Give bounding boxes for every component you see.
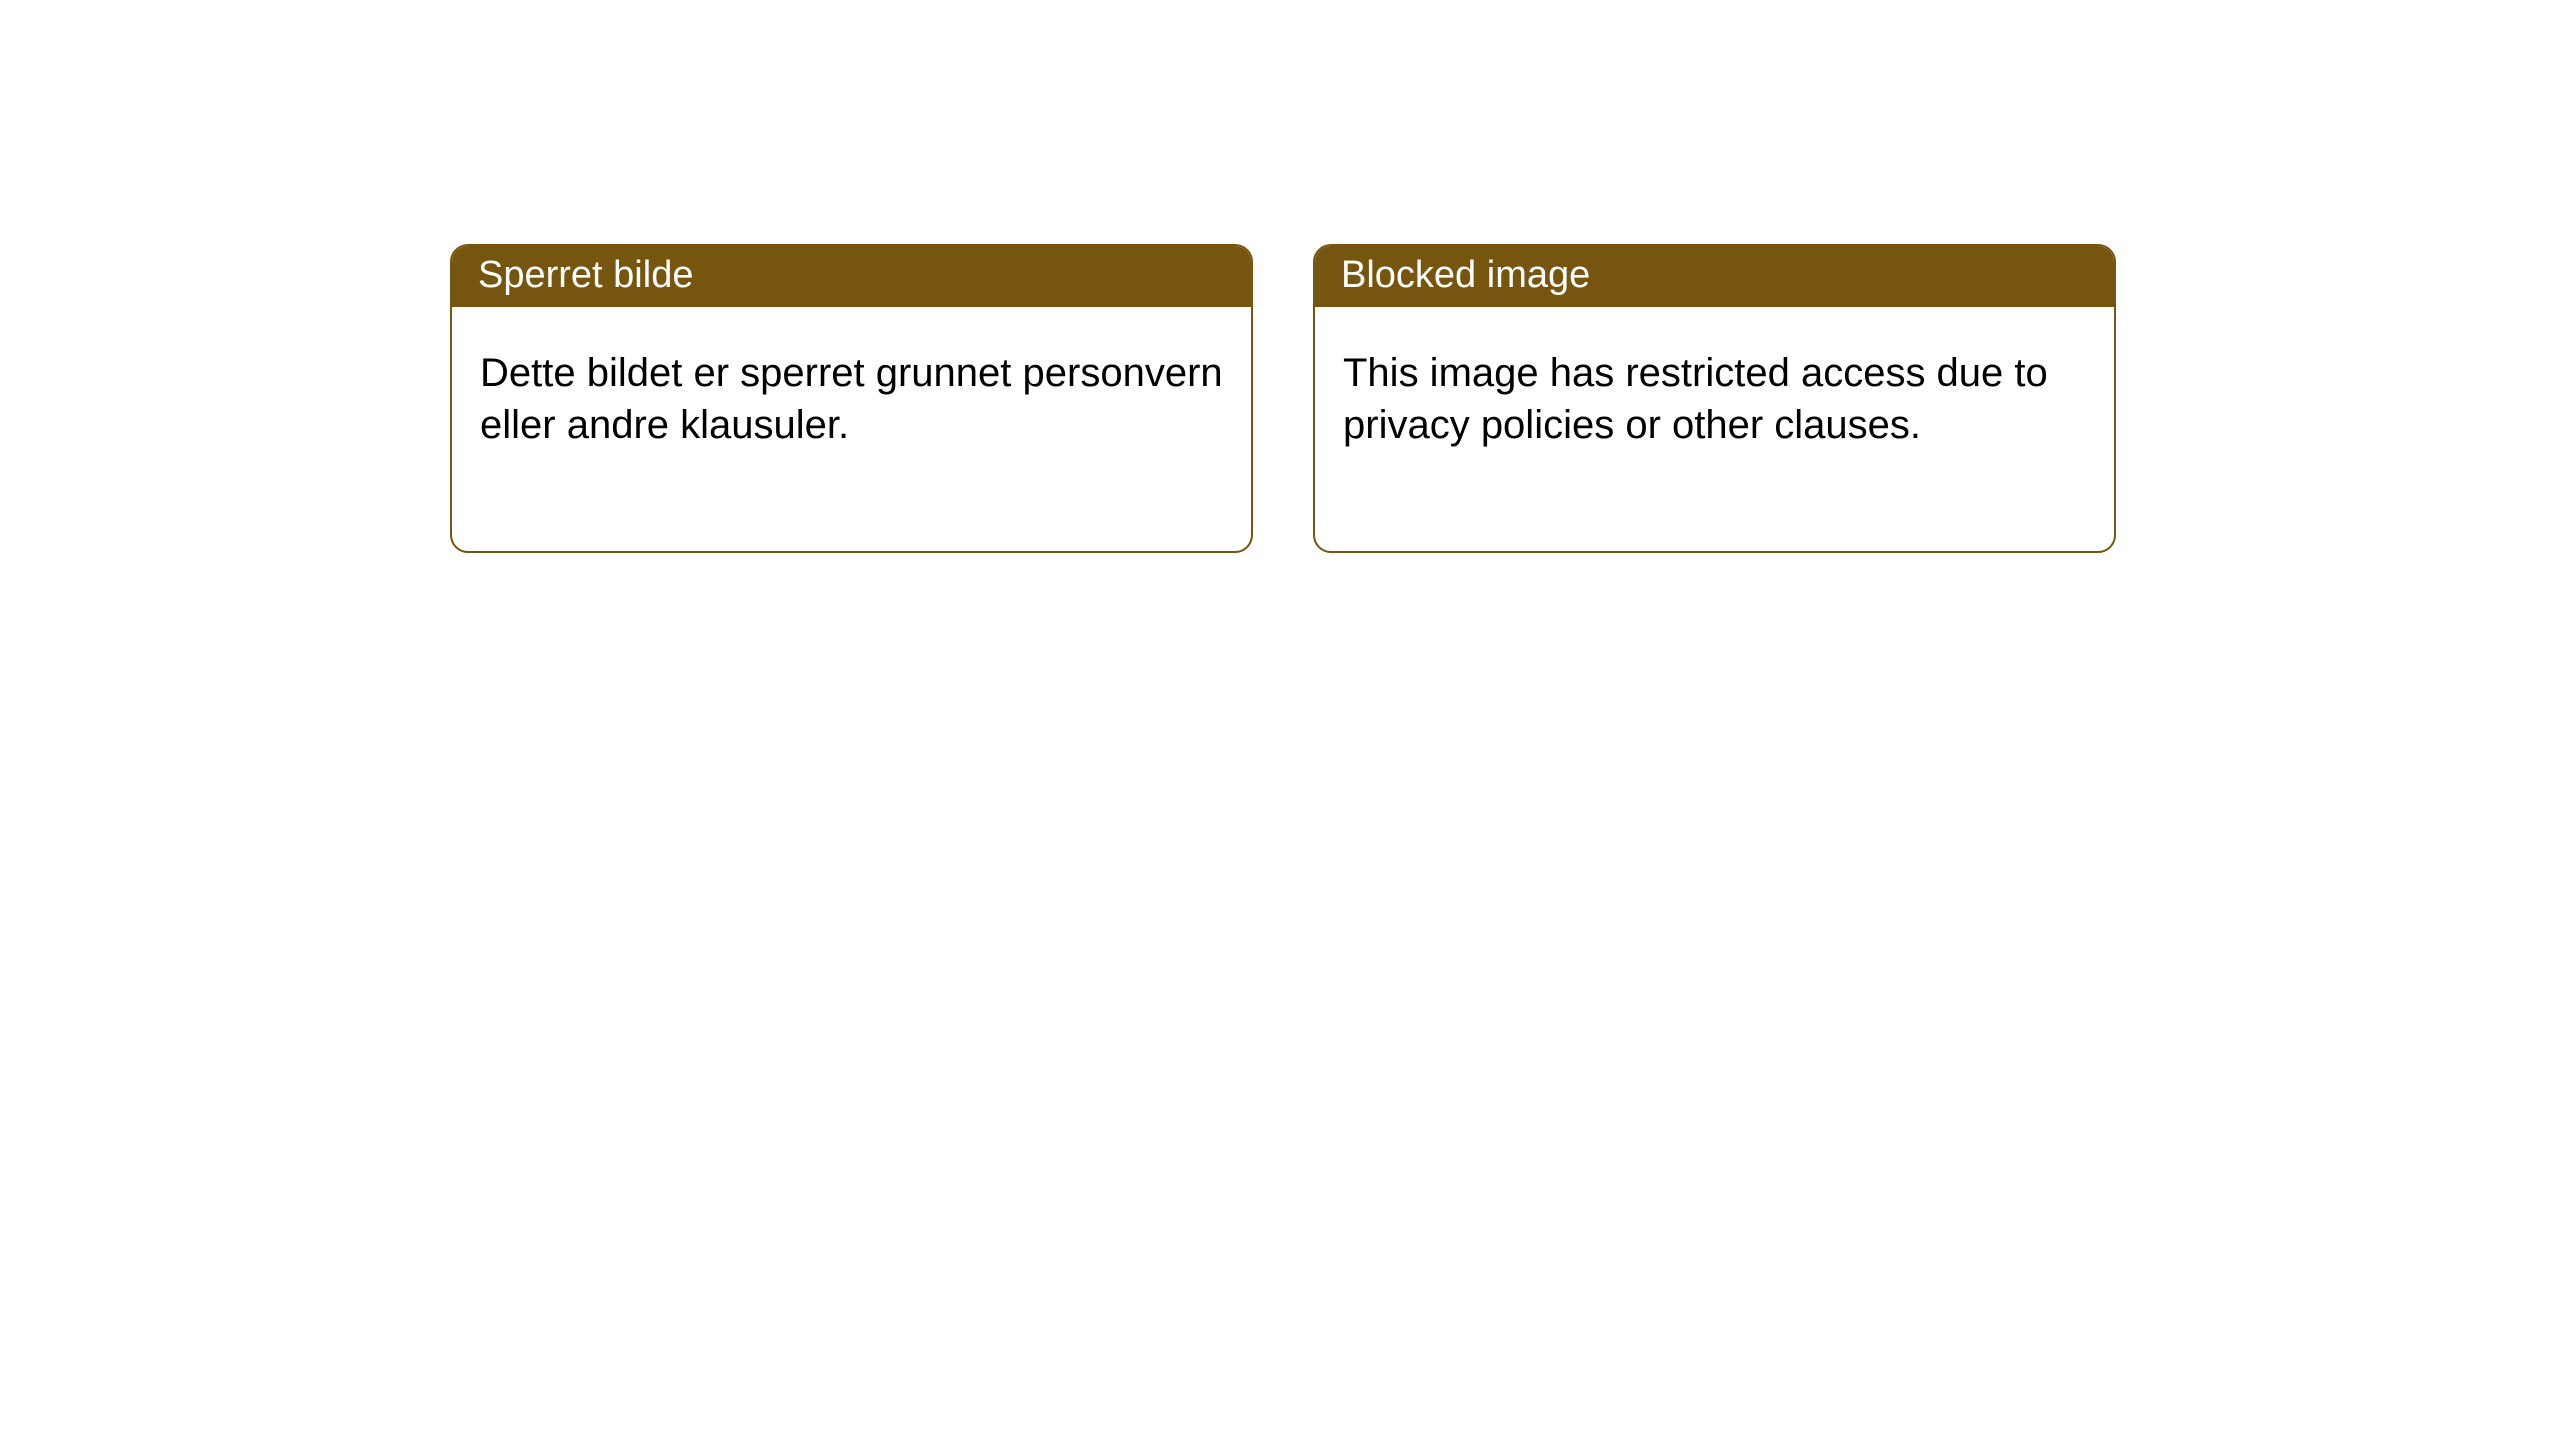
notice-header: Blocked image xyxy=(1315,246,2114,307)
notice-container: Sperret bilde Dette bildet er sperret gr… xyxy=(0,0,2560,553)
notice-title: Blocked image xyxy=(1341,254,1590,296)
notice-body-text: Dette bildet er sperret grunnet personve… xyxy=(480,351,1223,447)
notice-body: This image has restricted access due to … xyxy=(1315,307,2114,551)
notice-body-text: This image has restricted access due to … xyxy=(1343,351,2048,447)
notice-header: Sperret bilde xyxy=(452,246,1251,307)
notice-card-english: Blocked image This image has restricted … xyxy=(1313,244,2116,553)
notice-card-norwegian: Sperret bilde Dette bildet er sperret gr… xyxy=(450,244,1253,553)
notice-title: Sperret bilde xyxy=(478,254,693,296)
notice-body: Dette bildet er sperret grunnet personve… xyxy=(452,307,1251,551)
